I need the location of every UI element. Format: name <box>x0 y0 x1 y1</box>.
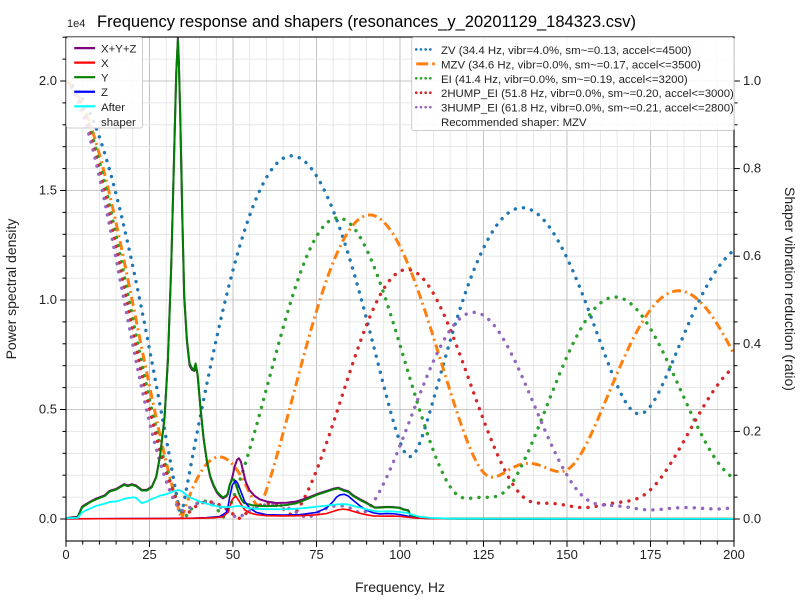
svg-text:1.5: 1.5 <box>39 183 57 198</box>
svg-text:Frequency, Hz: Frequency, Hz <box>355 579 445 595</box>
svg-text:0.2: 0.2 <box>743 423 761 438</box>
svg-text:175: 175 <box>640 547 662 562</box>
svg-text:200: 200 <box>723 547 745 562</box>
svg-text:1.0: 1.0 <box>743 73 761 88</box>
svg-text:After: After <box>101 102 125 114</box>
svg-text:Z: Z <box>101 87 108 99</box>
svg-text:100: 100 <box>389 547 411 562</box>
svg-text:X+Y+Z: X+Y+Z <box>101 44 136 56</box>
svg-text:2HUMP_EI (51.8 Hz, vibr=0.0%,: 2HUMP_EI (51.8 Hz, vibr=0.0%, sm~=0.20, … <box>441 88 734 100</box>
svg-text:Shaper vibration reduction (ra: Shaper vibration reduction (ratio) <box>782 187 798 391</box>
svg-text:75: 75 <box>309 547 323 562</box>
svg-text:0: 0 <box>62 547 69 562</box>
svg-text:0.4: 0.4 <box>743 336 761 351</box>
svg-text:25: 25 <box>142 547 156 562</box>
svg-text:0.8: 0.8 <box>743 161 761 176</box>
svg-text:shaper: shaper <box>101 117 136 129</box>
svg-text:Y: Y <box>101 73 109 85</box>
svg-text:EI (41.4 Hz, vibr=0.0%, sm~=0.: EI (41.4 Hz, vibr=0.0%, sm~=0.19, accel<… <box>441 74 688 86</box>
svg-text:0.6: 0.6 <box>743 248 761 263</box>
svg-text:125: 125 <box>473 547 495 562</box>
svg-text:0.5: 0.5 <box>39 402 57 417</box>
svg-text:0.0: 0.0 <box>743 511 761 526</box>
svg-text:MZV (34.6 Hz, vibr=0.0%, sm~=0: MZV (34.6 Hz, vibr=0.0%, sm~=0.17, accel… <box>441 59 701 71</box>
svg-text:0.0: 0.0 <box>39 511 57 526</box>
svg-text:1.0: 1.0 <box>39 292 57 307</box>
svg-text:ZV (34.4 Hz, vibr=4.0%, sm~=0.: ZV (34.4 Hz, vibr=4.0%, sm~=0.13, accel<… <box>441 45 692 57</box>
svg-text:2.0: 2.0 <box>39 73 57 88</box>
svg-text:Frequency response and shapers: Frequency response and shapers (resonanc… <box>97 13 636 31</box>
svg-text:50: 50 <box>226 547 240 562</box>
svg-text:Recommended shaper: MZV: Recommended shaper: MZV <box>441 117 587 129</box>
svg-text:150: 150 <box>556 547 578 562</box>
svg-text:1e4: 1e4 <box>67 18 85 30</box>
svg-text:3HUMP_EI (61.8 Hz, vibr=0.0%,: 3HUMP_EI (61.8 Hz, vibr=0.0%, sm~=0.21, … <box>441 103 734 115</box>
svg-text:X: X <box>101 58 109 70</box>
svg-text:Power spectral density: Power spectral density <box>3 219 19 360</box>
